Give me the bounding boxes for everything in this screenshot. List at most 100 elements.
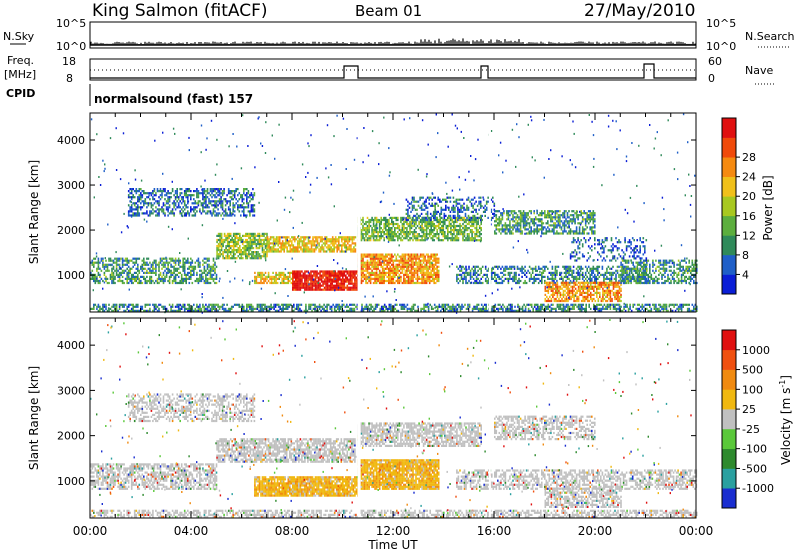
power-cell xyxy=(453,224,455,228)
power-cell xyxy=(97,279,100,283)
power-cell xyxy=(267,279,270,283)
power-cell xyxy=(266,238,269,241)
power-cell xyxy=(153,210,156,213)
power-cell xyxy=(248,247,250,250)
power-cell xyxy=(194,214,197,217)
power-cell xyxy=(123,309,125,312)
power-cell xyxy=(471,229,473,232)
power-cell xyxy=(99,307,101,310)
power-cell xyxy=(334,238,337,241)
power-cell xyxy=(102,309,104,312)
power-cell xyxy=(284,281,286,285)
power-cell xyxy=(206,212,209,215)
power-cell xyxy=(324,236,326,239)
power-cell xyxy=(239,234,241,237)
power-cell xyxy=(629,303,631,306)
power-cell xyxy=(392,255,395,258)
power-cell xyxy=(374,224,376,228)
power-cell xyxy=(453,231,455,234)
power-cell xyxy=(418,281,420,285)
power-cell xyxy=(497,307,500,310)
power-cell xyxy=(392,263,395,266)
power-cell xyxy=(378,271,381,274)
power-cell xyxy=(214,307,216,310)
power-cell xyxy=(466,218,469,222)
power-cell xyxy=(330,248,332,251)
power-cell xyxy=(639,305,642,308)
power-cell xyxy=(394,259,396,262)
power-cell xyxy=(593,307,595,310)
power-cell xyxy=(174,208,177,211)
power-cell xyxy=(215,206,218,209)
power-cell xyxy=(258,273,261,276)
power-cell xyxy=(368,309,371,312)
power-cell xyxy=(155,265,157,268)
power-cell xyxy=(263,240,265,244)
power-cell xyxy=(469,231,472,234)
power-cell xyxy=(398,233,401,236)
power-cell xyxy=(412,259,414,262)
power-cell xyxy=(369,281,372,285)
power-cell xyxy=(261,249,264,252)
power-cell xyxy=(392,259,395,262)
power-cell xyxy=(260,238,262,242)
power-cell xyxy=(361,305,363,308)
power-cell xyxy=(468,216,470,219)
power-cell xyxy=(183,273,186,276)
power-cell xyxy=(433,265,435,268)
power-cell xyxy=(383,259,385,262)
power-cell xyxy=(144,192,147,195)
power-cell xyxy=(97,271,100,274)
power-cell xyxy=(360,279,363,283)
power-cell xyxy=(421,279,423,283)
power-cell xyxy=(174,281,177,285)
power-cell xyxy=(96,307,98,310)
power-cell xyxy=(114,257,116,260)
power-cell xyxy=(397,277,399,280)
power-cell xyxy=(375,261,378,264)
power-cell xyxy=(221,206,224,209)
power-cell xyxy=(380,253,382,256)
power-cell xyxy=(322,250,325,253)
power-cell xyxy=(328,276,330,279)
power-cell xyxy=(255,307,257,310)
power-cell xyxy=(314,280,317,283)
power-cell xyxy=(465,239,467,242)
power-cell xyxy=(276,281,279,285)
power-cell xyxy=(239,247,241,250)
power-cell xyxy=(130,273,133,276)
power-cell xyxy=(252,242,255,246)
power-cell xyxy=(203,265,206,268)
power-cell xyxy=(340,307,342,310)
power-cell xyxy=(264,255,267,258)
power-cell xyxy=(249,249,252,252)
power-cell xyxy=(363,277,366,280)
power-cell xyxy=(416,263,419,266)
power-cell xyxy=(406,231,408,234)
power-cell xyxy=(368,303,371,306)
power-cell xyxy=(293,305,295,308)
power-cell xyxy=(431,239,434,242)
power-cell xyxy=(422,265,425,268)
power-cell xyxy=(431,220,434,224)
power-cell xyxy=(456,309,459,312)
power-cell xyxy=(294,250,296,253)
power-cell xyxy=(467,303,469,306)
power-cell xyxy=(194,202,197,205)
power-cell xyxy=(251,234,253,237)
power-cell xyxy=(662,307,665,310)
power-cell xyxy=(137,273,139,276)
power-cell xyxy=(229,247,232,250)
power-cell xyxy=(243,210,245,213)
power-cell xyxy=(212,208,215,211)
power-cell xyxy=(577,307,580,310)
power-cell xyxy=(91,307,94,310)
power-cell xyxy=(249,210,251,213)
power-cell xyxy=(191,202,194,205)
power-cell xyxy=(217,232,220,235)
power-cell xyxy=(257,273,259,276)
power-cell xyxy=(124,303,127,306)
power-cell xyxy=(527,303,530,306)
power-cell xyxy=(123,269,125,272)
power-cell xyxy=(368,235,370,238)
